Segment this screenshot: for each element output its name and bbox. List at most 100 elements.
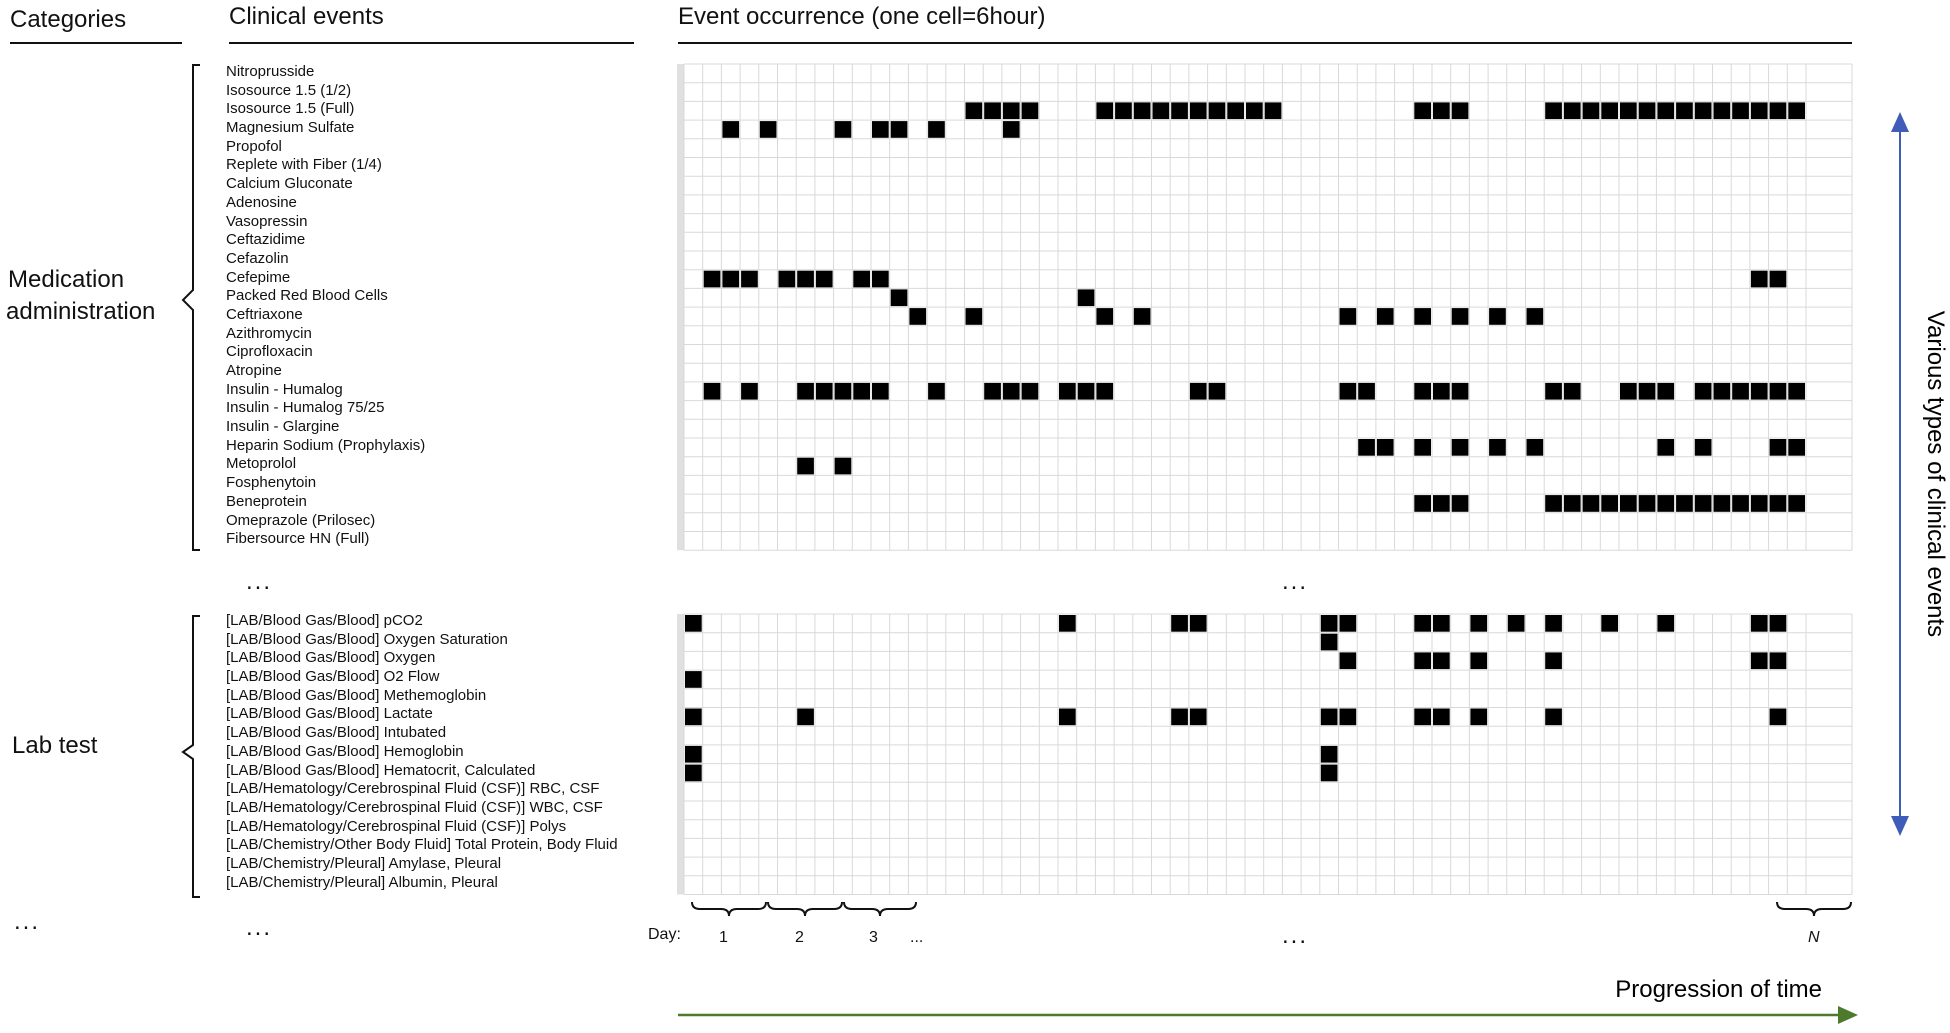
medication-grid-event-cell [1732,102,1749,120]
lab-grid-left-bar [677,614,684,895]
medication-grid-event-cell [759,121,777,138]
lab-event-label: [LAB/Blood Gas/Blood] Intubated [226,724,447,742]
medication-grid-event-cell [1582,102,1600,120]
lab-event-label: [LAB/Blood Gas/Blood] pCO2 [226,612,423,629]
lab-grid-event-cell [685,708,702,726]
medication-grid-event-cell [1339,382,1357,400]
medication-grid-event-cell [1451,102,1469,120]
medication-grid-event-cell [722,121,740,138]
medication-grid-event-cell [1657,382,1675,400]
medication-grid-event-cell [965,308,983,325]
medication-grid-event-cell [815,382,833,400]
lab-grid-event-cell [1433,652,1450,670]
lab-grid-event-cell [1657,615,1675,632]
medication-grid-event-cell [1115,102,1132,120]
lab-event-label: [LAB/Blood Gas/Blood] Oxygen Saturation [226,630,508,648]
event-list-ellipsis-1: ... [246,568,273,595]
category-medication-line1: Medication [8,266,125,293]
medication-grid-event-cell [1451,495,1469,512]
lab-grid-event-cell [1171,708,1188,726]
lab-event-label: [LAB/Chemistry/Pleural] Amylase, Pleural [226,854,502,872]
medication-grid-event-cell [1414,495,1431,512]
lab-grid-event-cell [1059,615,1076,632]
medication-grid-event-cell [853,270,870,288]
medication-grid-event-cell [1769,102,1787,120]
medication-grid-event-cell [1788,495,1805,512]
medication-grid-event-cell [1526,308,1544,325]
day-prefix: Day: [648,926,681,943]
lab-grid-event-cell [1320,615,1338,632]
medication-event-label: Adenosine [226,193,297,211]
medication-grid-event-cell [1096,308,1114,325]
category-medication: Medication administration [6,264,155,328]
medication-grid-event-cell [1713,382,1731,400]
lab-grid-event-cell [685,745,702,763]
vertical-axis-label: Various types of clinical events [1922,311,1949,637]
medication-grid-event-cell [1246,102,1263,120]
lab-event-label: [LAB/Hematology/Cerebrospinal Fluid (CSF… [226,817,567,835]
lab-event-label: [LAB/Hematology/Cerebrospinal Fluid (CSF… [226,798,603,816]
lab-grid-event-cell [1339,615,1357,632]
medication-grid-event-cell [1750,102,1768,120]
lab-grid-event-cell [685,615,702,632]
medication-grid-event-cell [1769,439,1787,456]
time-arrow-head [1838,1006,1858,1024]
day-brace-n [1776,901,1852,917]
medication-grid-event-cell [741,270,758,288]
time-axis-label: Progression of time [1615,976,1822,1003]
medication-grid-event-cell [1732,382,1749,400]
medication-grid-event-cell [1769,270,1787,288]
medication-grid-event-cell [1638,382,1656,400]
lab-event-list: [LAB/Blood Gas/Blood] pCO2 [LAB/Blood Gas… [226,612,618,892]
medication-event-label: Metoprolol [226,455,297,473]
medication-bracket [181,64,200,551]
medication-event-label: Calcium Gluconate [226,175,353,193]
medication-grid-event-cell [1713,495,1731,512]
lab-event-label: [LAB/Blood Gas/Blood] Methemoglobin [226,686,487,704]
medication-event-label: Ceftazidime [226,231,306,249]
medication-grid-event-cell [1227,102,1244,120]
medication-grid-event-cell [1620,102,1637,120]
lab-grid-event-cell [1414,708,1431,726]
medication-grid-event-cell [834,121,852,138]
medication-grid-event-cell [984,102,1001,120]
medication-grid-event-cell [1376,439,1394,456]
lab-grid-event-cell [1545,652,1562,670]
medication-event-label: Atropine [226,362,282,379]
lab-grid-event-cell [1470,708,1488,726]
medication-grid-event-cell [1133,308,1151,325]
lab-grid-event-cell [1750,652,1768,670]
medication-grid-event-cell [1788,102,1805,120]
medication-grid-event-cell [1189,102,1207,120]
medication-grid-event-cell [1545,382,1562,400]
medication-grid-event-cell [1545,102,1562,120]
medication-grid-event-cell [1264,102,1282,120]
medication-grid-event-cell [1601,495,1618,512]
medication-grid-event-cell [1657,102,1675,120]
category-lab-test: Lab test [12,732,98,759]
header-clinical-events-rule [229,42,634,44]
lab-grid-event-cell [1414,615,1431,632]
medication-event-label: Fibersource HN (Full) [226,530,370,548]
lab-grid-event-cell [1601,615,1618,632]
medication-grid-event-cell [1059,382,1076,400]
event-list-ellipsis-2: ... [246,914,273,941]
lab-grid-event-cell [1320,745,1338,763]
medication-grid-event-cell [1414,102,1431,120]
header-clinical-events: Clinical events [229,3,384,30]
lab-event-label: [LAB/Blood Gas/Blood] Hematocrit, Calcul… [226,761,536,779]
medication-grid-event-cell [778,270,796,288]
lab-grid-event-cell [1339,708,1357,726]
medication-grid-event-cell [1563,102,1581,120]
medication-grid-event-cell [872,121,889,138]
medication-event-label: Insulin - Humalog 75/25 [226,399,385,417]
medication-grid-event-cell [797,382,814,400]
lab-grid-event-cell [1433,708,1450,726]
medication-event-label: Ciprofloxacin [226,343,313,361]
lab-grid-event-cell [1189,708,1207,726]
lab-grid-event-cell [1545,708,1562,726]
medication-grid-event-cell [1788,382,1805,400]
medication-grid-event-cell [1021,382,1039,400]
medication-grid-event-cell [1638,102,1656,120]
medication-grid-event-cell [1788,439,1805,456]
